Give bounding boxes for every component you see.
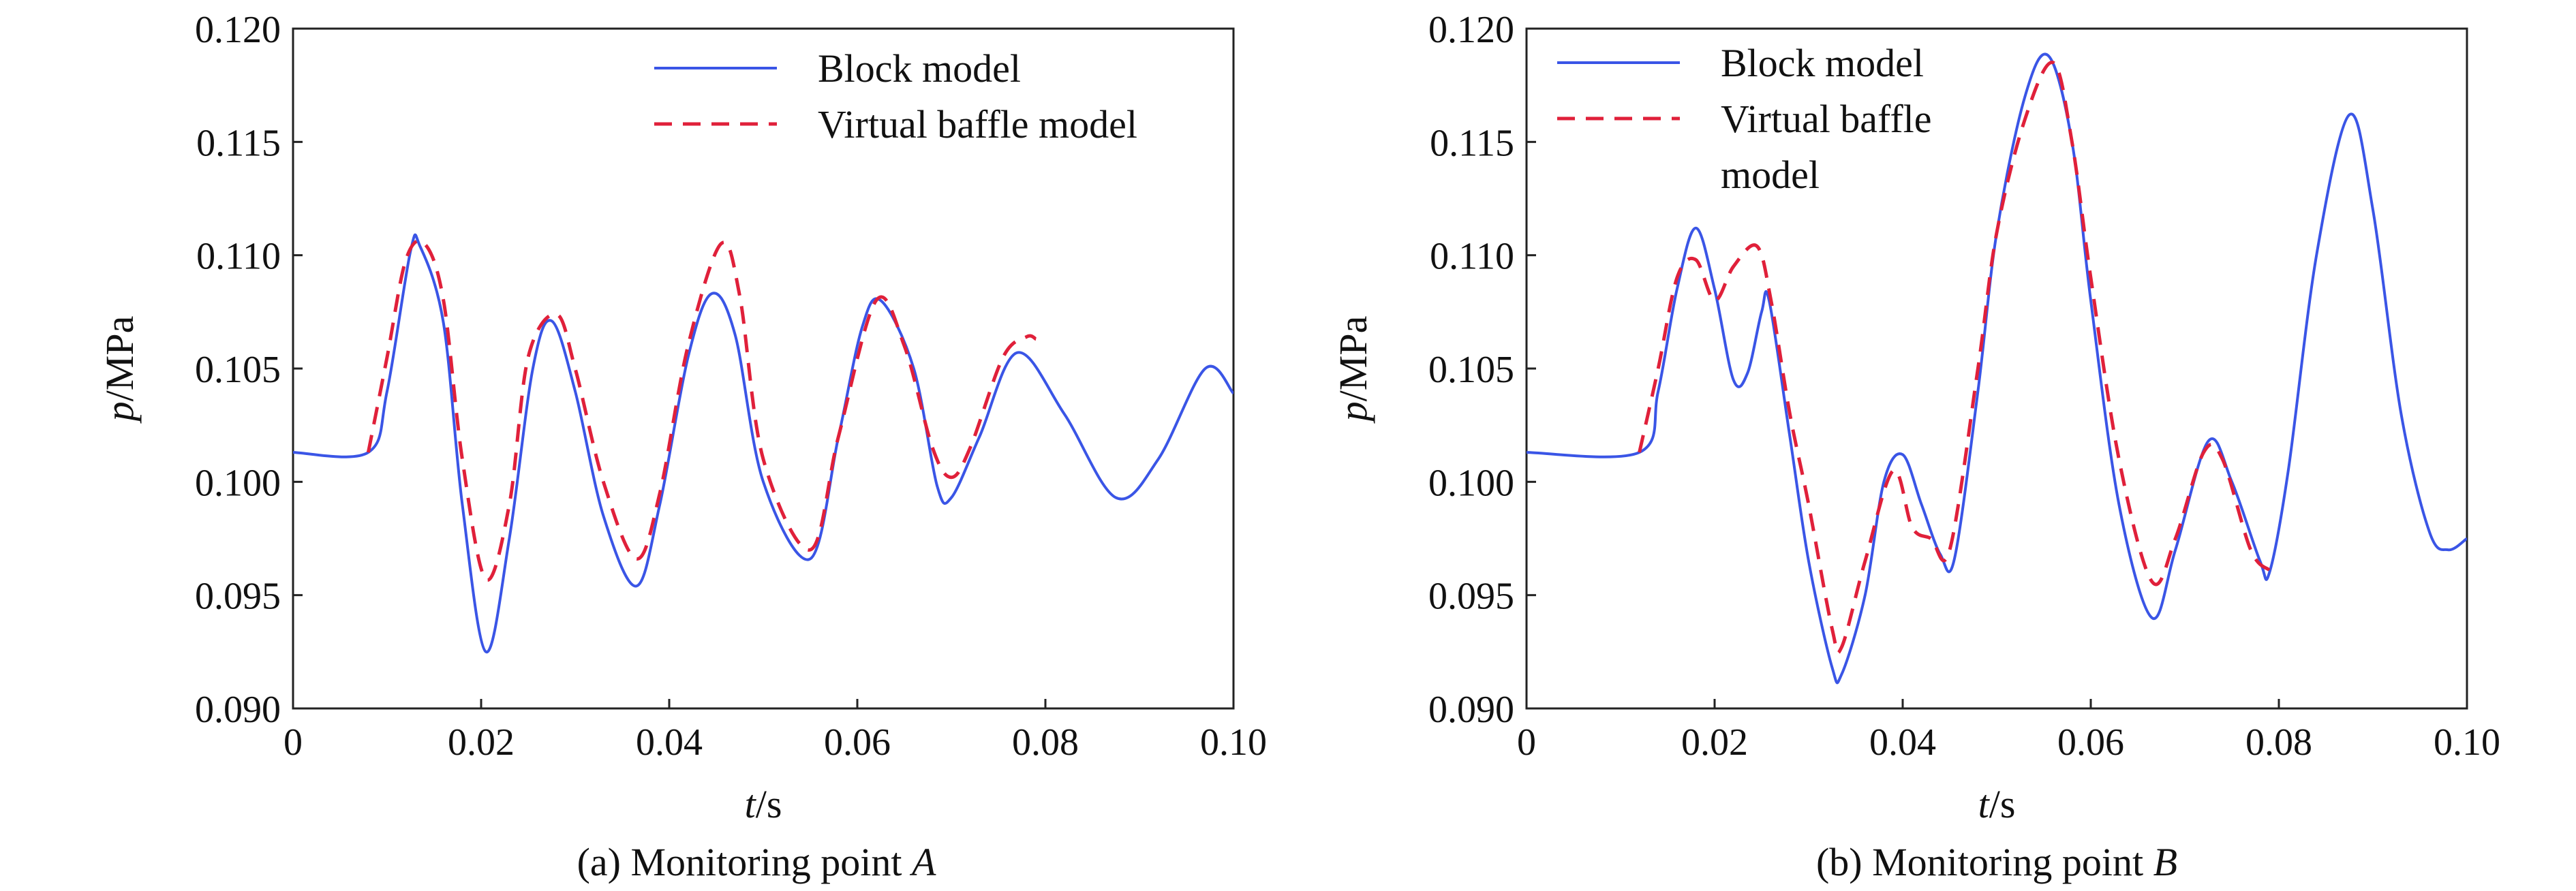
x-tick-label: 0.02 [448, 721, 515, 764]
y-tick-label: 0.105 [195, 349, 281, 391]
plot-frame [1527, 29, 2467, 708]
panel-a: 0.090 0.095 0.100 0.105 0.110 0.115 0.120 0 0.02… [97, 9, 1267, 884]
figure: 0.0900.0950.1000.1050.1100.1150.1200 0.02… [0, 0, 2576, 891]
x-tick-label: 0.04 [636, 721, 703, 764]
y-tick-label: 0.105 [1428, 349, 1514, 391]
x-tick-label: 0.08 [2245, 721, 2312, 764]
series-line-virtual-baffle-model [368, 240, 1036, 580]
legend-label: Block model [1721, 41, 1924, 85]
y-tick-label: 0.100 [1428, 462, 1514, 504]
y-tick-label: 0.115 [196, 122, 281, 164]
x-tick-label: 0.10 [1200, 721, 1267, 764]
panel-b: 0.090 0.095 0.100 0.105 0.110 0.115 0.120 0 0.02… [1331, 9, 2500, 884]
y-tick-label: 0.100 [195, 462, 281, 504]
panel-caption: (a) Monitoring point A [577, 840, 936, 884]
y-tick-label: 0.115 [1430, 122, 1514, 164]
y-tick-label: 0.095 [195, 576, 281, 618]
x-tick-label: 0.06 [2057, 721, 2124, 764]
series-line-block-model [1527, 54, 2467, 683]
x-tick-label: 0.08 [1012, 721, 1079, 764]
legend-label: Block model [818, 46, 1021, 91]
panel-caption: (b) Monitoring point B [1816, 840, 2177, 884]
y-axis-label: p/MPa [1331, 316, 1375, 424]
x-axis-label: t/s [1978, 782, 2016, 826]
legend-label: model [1721, 153, 1820, 197]
x-tick-label: 0 [1517, 721, 1536, 764]
legend-label: Virtual baffle model [818, 102, 1137, 146]
y-tick-label: 0.120 [1428, 9, 1514, 51]
x-tick-label: 0.04 [1869, 721, 1936, 764]
legend-label: Virtual baffle [1721, 97, 1931, 141]
y-tick-label: 0.090 [195, 689, 281, 731]
series-line-block-model [293, 235, 1233, 653]
y-tick-label: 0.120 [195, 9, 281, 51]
x-axis-label: t/s [745, 782, 782, 826]
x-tick-label: 0 [283, 721, 303, 764]
y-tick-label: 0.110 [196, 236, 281, 278]
y-tick-label: 0.095 [1428, 576, 1514, 618]
x-tick-label: 0.10 [2434, 721, 2500, 764]
y-tick-label: 0.110 [1430, 236, 1514, 278]
x-tick-label: 0.06 [824, 721, 891, 764]
y-axis-label: p/MPa [97, 316, 142, 424]
x-tick-label: 0.02 [1681, 721, 1748, 764]
y-tick-label: 0.090 [1428, 689, 1514, 731]
